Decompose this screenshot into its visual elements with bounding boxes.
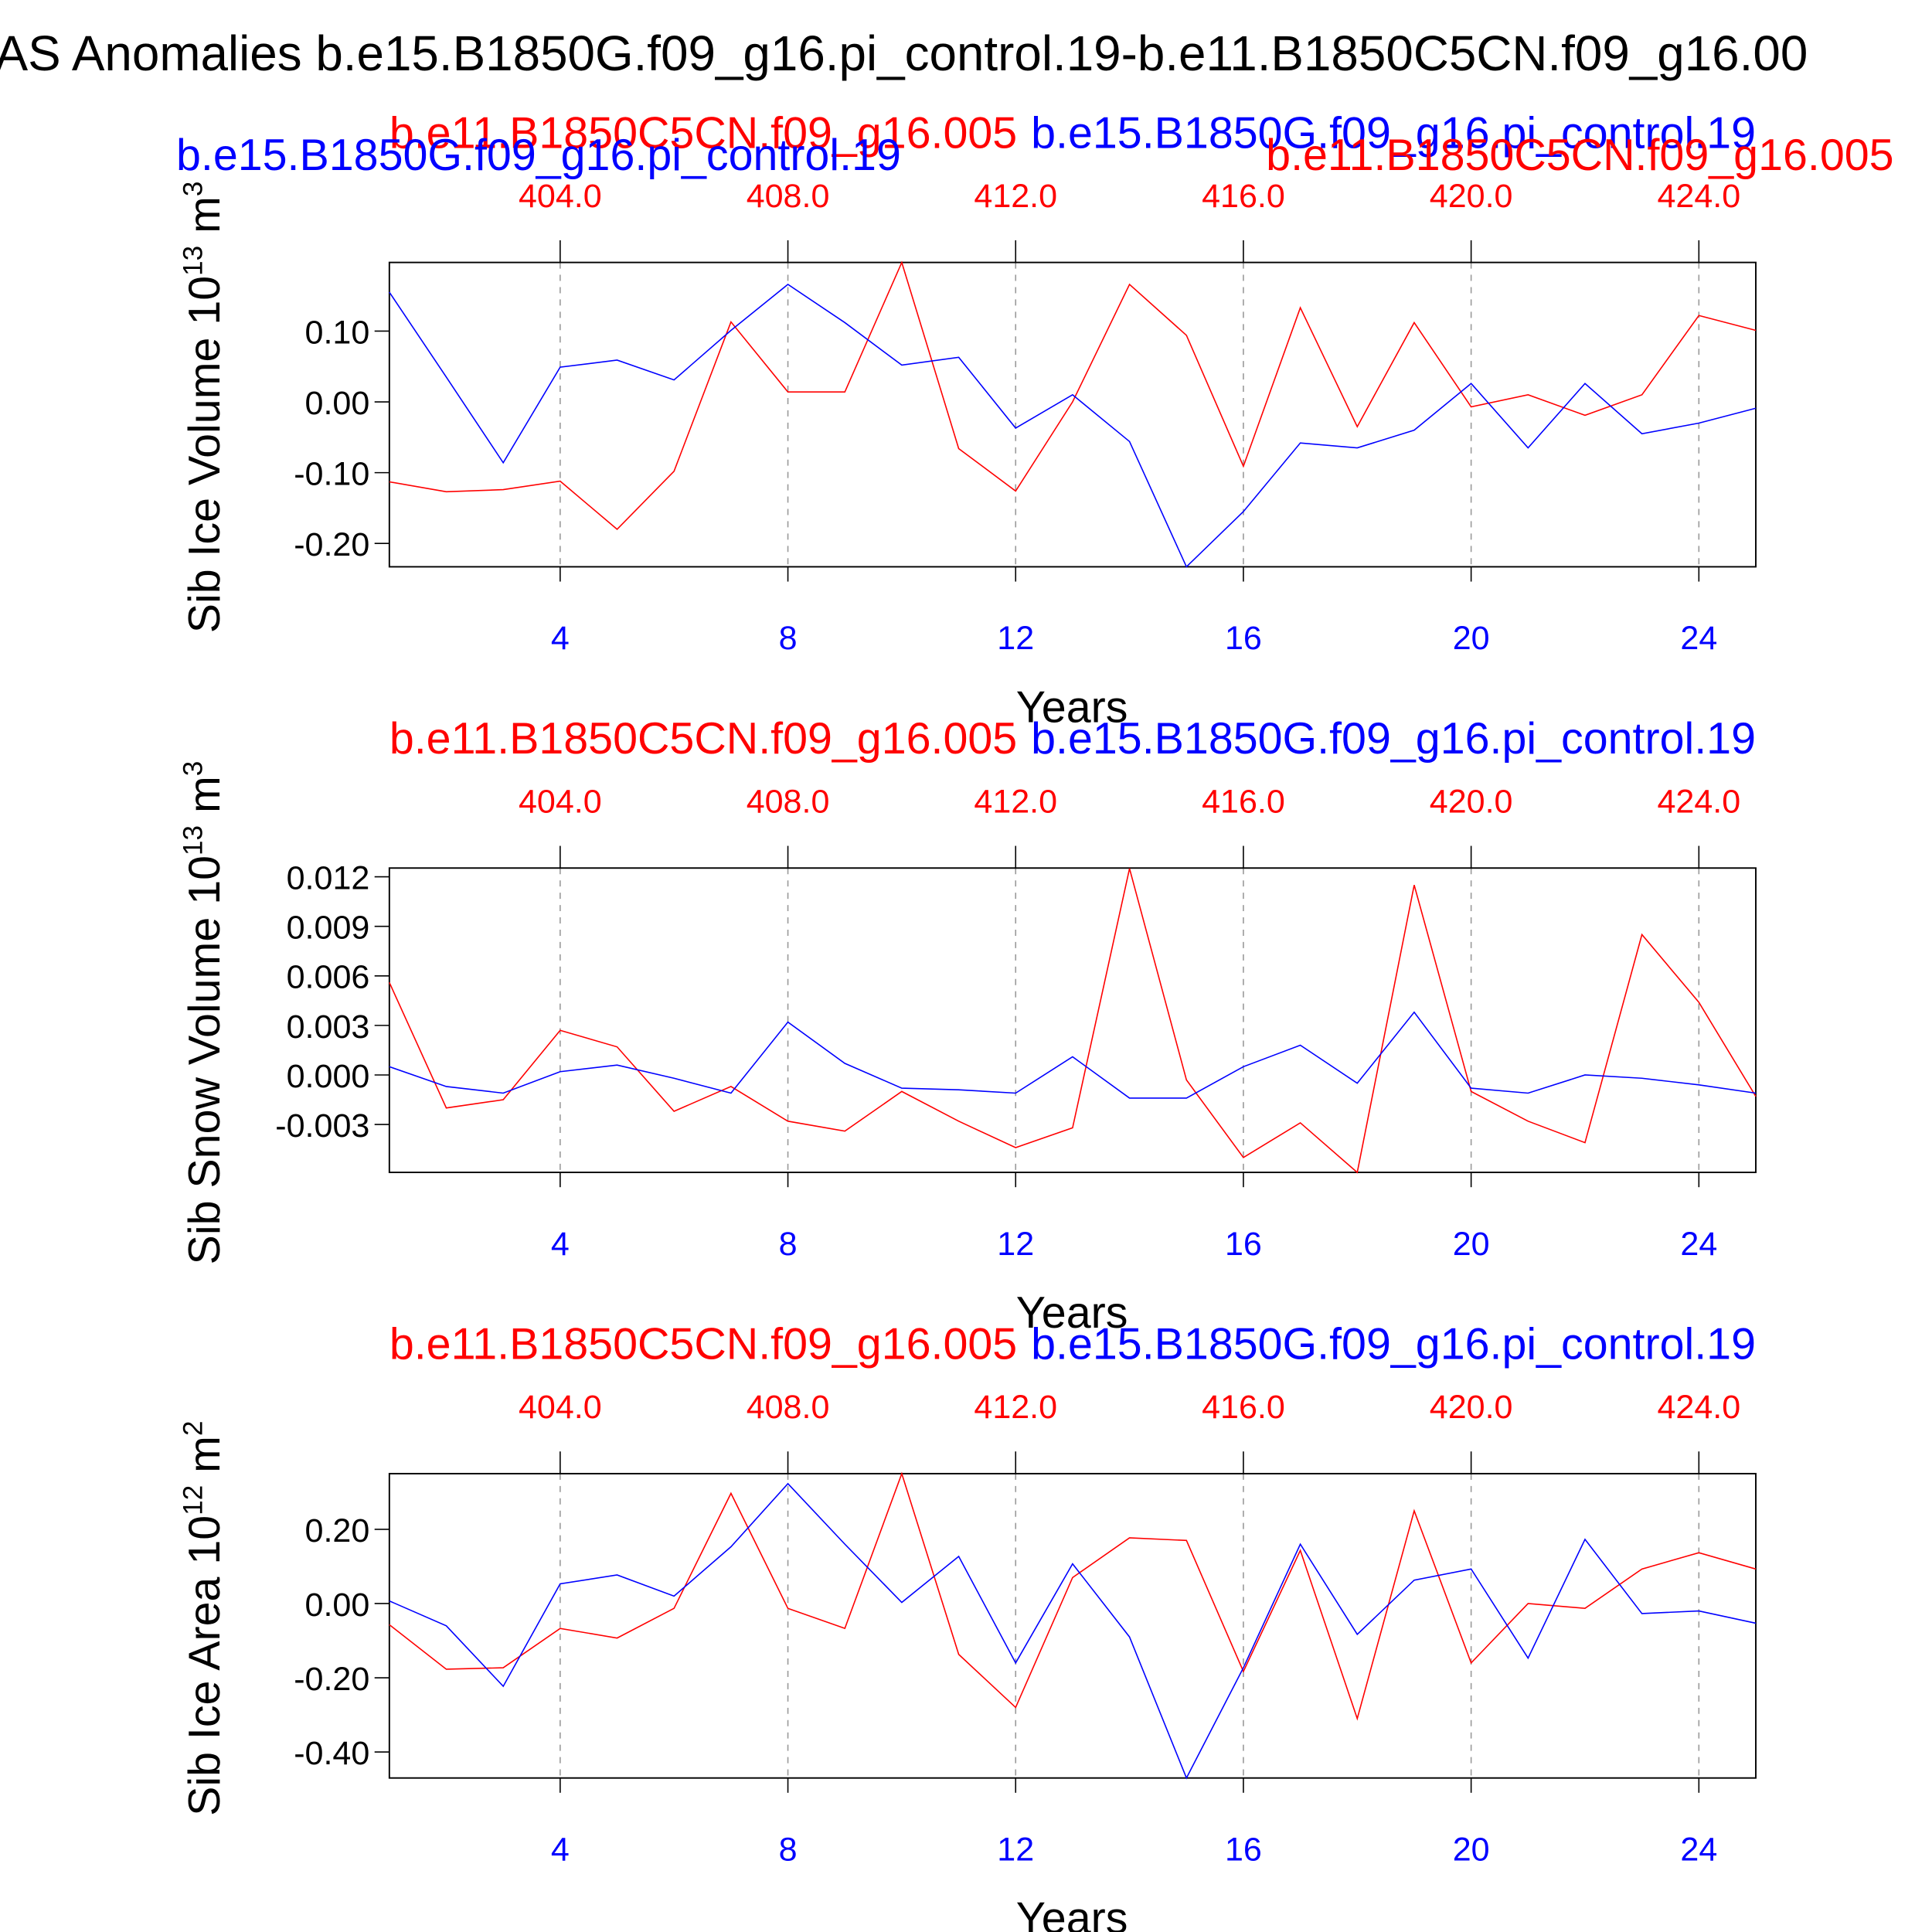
x2-tick-label: 412.0: [974, 1389, 1057, 1426]
y-tick-label: 0.006: [287, 959, 370, 996]
y-tick-label: 0.20: [305, 1512, 370, 1549]
x-axis-label: Years: [1016, 1288, 1128, 1338]
x-tick-label: 4: [551, 1832, 570, 1869]
y-tick-label: 0.012: [287, 860, 370, 897]
x2-tick-label: 424.0: [1657, 783, 1740, 820]
y-tick-label: 0.00: [305, 385, 370, 422]
series-name: b.e11.B1850C5CN.f09_g16.005: [389, 714, 1017, 764]
y-axis-label-unit-exponent: 2: [178, 1421, 208, 1437]
y-tick-label: 0.00: [305, 1587, 370, 1624]
panel: 4 8 12 16 20 24 404.0 408.0 412.0 416.0 420.0 424.0…: [178, 1320, 1757, 1932]
y-tick-label: -0.003: [275, 1107, 369, 1145]
x2-tick-label: 424.0: [1657, 1389, 1740, 1426]
series-name: b.e15.B1850G.f09_g16.pi_control.19: [176, 131, 901, 180]
y-tick-label: -0.20: [294, 1661, 369, 1698]
x-tick-label: 12: [997, 620, 1034, 657]
x2-tick-label: 404.0: [519, 783, 602, 820]
x-tick-label: 4: [551, 1226, 570, 1263]
series-name: b.e11.B1850C5CN.f09_g16.005: [1266, 131, 1893, 180]
y-axis-label-unit-exponent: 3: [178, 182, 208, 197]
series-line: [389, 1471, 1757, 1721]
series-line: [389, 260, 1757, 530]
x2-tick-label: 424.0: [1657, 178, 1740, 215]
y-axis-label-exponent: 13: [178, 246, 208, 276]
x-tick-label: 12: [997, 1832, 1034, 1869]
x2-tick-label: 416.0: [1202, 783, 1285, 820]
x-tick-label: 8: [779, 1226, 798, 1263]
x-tick-label: 8: [779, 1832, 798, 1869]
x-tick-label: 8: [779, 620, 798, 657]
y-tick-label: -0.20: [294, 526, 369, 563]
plot-frame: [388, 261, 1757, 568]
panel: 4 8 12 16 20 24 404.0 408.0 412.0 416.0 420.0 424.0…: [178, 714, 1757, 1338]
series-name: b.e15.B1850G.f09_g16.pi_control.19: [1031, 1320, 1756, 1369]
series-name: b.e15.B1850G.f09_g16.pi_control.19: [1031, 714, 1756, 764]
y-axis-label-unit: m: [180, 196, 230, 233]
y-tick-label: -0.40: [294, 1735, 369, 1772]
panel: 4 8 12 16 20 24 404.0 408.0 412.0 416.0 420.0 424.0…: [176, 108, 1894, 732]
x2-tick-label: 404.0: [519, 178, 602, 215]
series-line: [389, 868, 1757, 1174]
x-tick-label: 20: [1453, 1226, 1490, 1263]
series-line: [389, 1011, 1757, 1099]
series-name: b.e15.B1850G.f09_g16.pi_control.19: [1031, 108, 1756, 158]
x2-tick-label: 412.0: [974, 783, 1057, 820]
x-tick-label: 4: [551, 620, 570, 657]
y-tick-label: 0.003: [287, 1009, 370, 1046]
x2-tick-label: 416.0: [1202, 1389, 1285, 1426]
series-line: [389, 1482, 1757, 1780]
y-axis-label-exponent: 13: [178, 825, 208, 855]
x-axis-label: Years: [1016, 682, 1128, 732]
y-tick-label: 0.009: [287, 910, 370, 947]
x2-tick-label: 416.0: [1202, 178, 1285, 215]
y-axis-label: Sib Ice Volume 1013 m3: [178, 182, 229, 634]
x-tick-label: 16: [1225, 620, 1262, 657]
x-tick-label: 24: [1680, 620, 1717, 657]
y-axis-label-unit-exponent: 3: [178, 761, 208, 777]
x-tick-label: 16: [1225, 1226, 1262, 1263]
y-axis-label-exponent: 12: [178, 1485, 208, 1515]
y-axis-label-text: Sib Snow Volume 10: [180, 855, 230, 1264]
x-axis-label: Years: [1016, 1894, 1128, 1932]
plot-frame: [388, 1472, 1757, 1779]
y-axis-label: Sib Snow Volume 1013 m3: [178, 761, 229, 1265]
series-name: b.e11.B1850C5CN.f09_g16.005: [389, 1320, 1017, 1369]
x2-tick-label: 408.0: [747, 178, 830, 215]
y-axis-label-unit: m: [180, 1436, 230, 1473]
x-tick-label: 12: [997, 1226, 1034, 1263]
x-tick-label: 24: [1680, 1226, 1717, 1263]
x2-tick-label: 408.0: [747, 783, 830, 820]
y-axis-label: Sib Ice Area 1012 m2: [178, 1421, 229, 1816]
x2-tick-label: 420.0: [1430, 1389, 1513, 1426]
x-tick-label: 24: [1680, 1832, 1717, 1869]
y-tick-label: 0.000: [287, 1058, 370, 1095]
x-tick-label: 20: [1453, 1832, 1490, 1869]
x2-tick-label: 412.0: [974, 178, 1057, 215]
y-axis-label-unit: m: [180, 776, 230, 813]
x-tick-label: 20: [1453, 620, 1490, 657]
x2-tick-label: 408.0: [747, 1389, 830, 1426]
x-tick-label: 16: [1225, 1832, 1262, 1869]
y-tick-label: -0.10: [294, 456, 369, 493]
main-title: AS Anomalies b.e15.B1850G.f09_g16.pi_con…: [0, 26, 1808, 81]
series-name: b.e11.B1850C5CN.f09_g16.005: [389, 108, 1017, 158]
y-axis-label-text: Sib Ice Volume 10: [180, 276, 230, 633]
y-axis-label-text: Sib Ice Area 10: [180, 1515, 230, 1816]
x2-tick-label: 404.0: [519, 1389, 602, 1426]
x2-tick-label: 420.0: [1430, 178, 1513, 215]
plot-frame: [388, 867, 1757, 1174]
y-tick-label: 0.10: [305, 314, 370, 351]
series-line: [389, 284, 1757, 568]
x2-tick-label: 420.0: [1430, 783, 1513, 820]
